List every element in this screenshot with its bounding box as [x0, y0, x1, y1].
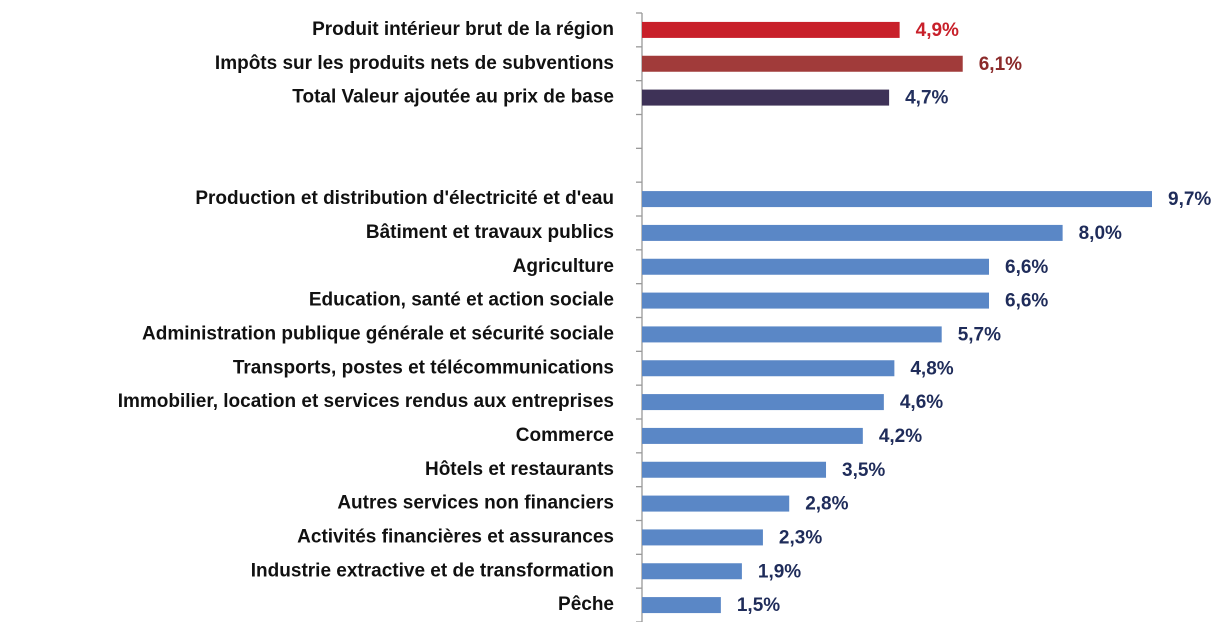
value-label: 2,8% [805, 494, 848, 515]
category-label: Hôtels et restaurants [425, 459, 614, 480]
category-label: Bâtiment et travaux publics [366, 222, 614, 243]
category-label: Agriculture [513, 256, 614, 277]
bar [642, 21, 900, 38]
value-label: 6,6% [1005, 257, 1048, 278]
value-label: 4,6% [900, 392, 943, 413]
category-label: Impôts sur les produits nets de subventi… [215, 53, 614, 74]
category-label: Produit intérieur brut de la région [312, 19, 614, 40]
bar [642, 191, 1152, 208]
bar [642, 326, 942, 343]
value-label: 9,7% [1168, 189, 1211, 210]
bar [642, 461, 827, 478]
bar [642, 360, 895, 377]
bar [642, 394, 884, 411]
category-label: Education, santé et action sociale [309, 290, 614, 311]
value-label: 4,2% [879, 426, 922, 447]
bar [642, 258, 990, 275]
value-label: 4,7% [905, 88, 948, 109]
bar [642, 89, 890, 106]
category-label: Activités financières et assurances [297, 526, 614, 547]
category-label: Immobilier, location et services rendus … [118, 391, 614, 412]
value-label: 4,8% [910, 358, 953, 379]
value-label: 8,0% [1079, 223, 1122, 244]
bar [642, 495, 790, 512]
bar [642, 224, 1063, 241]
value-label: 1,5% [737, 595, 780, 616]
category-label: Production et distribution d'électricité… [195, 188, 614, 209]
value-label: 3,5% [842, 460, 885, 481]
category-label: Commerce [516, 425, 614, 446]
value-label: 6,1% [979, 54, 1022, 75]
category-label: Transports, postes et télécommunications [233, 357, 614, 378]
bar [642, 55, 963, 72]
bar [642, 292, 990, 309]
value-label: 5,7% [958, 324, 1001, 345]
value-label: 4,9% [916, 20, 959, 41]
value-label: 6,6% [1005, 291, 1048, 312]
category-label: Industrie extractive et de transformatio… [251, 560, 614, 581]
bar [642, 427, 863, 444]
bar [642, 597, 721, 614]
bar [642, 563, 742, 580]
category-label: Pêche [558, 594, 614, 615]
bar [642, 529, 763, 546]
category-label: Total Valeur ajoutée au prix de base [292, 87, 614, 108]
category-label: Administration publique générale et sécu… [142, 323, 614, 344]
value-label: 2,3% [779, 527, 822, 548]
value-label: 1,9% [758, 561, 801, 582]
category-label: Autres services non financiers [337, 493, 614, 514]
